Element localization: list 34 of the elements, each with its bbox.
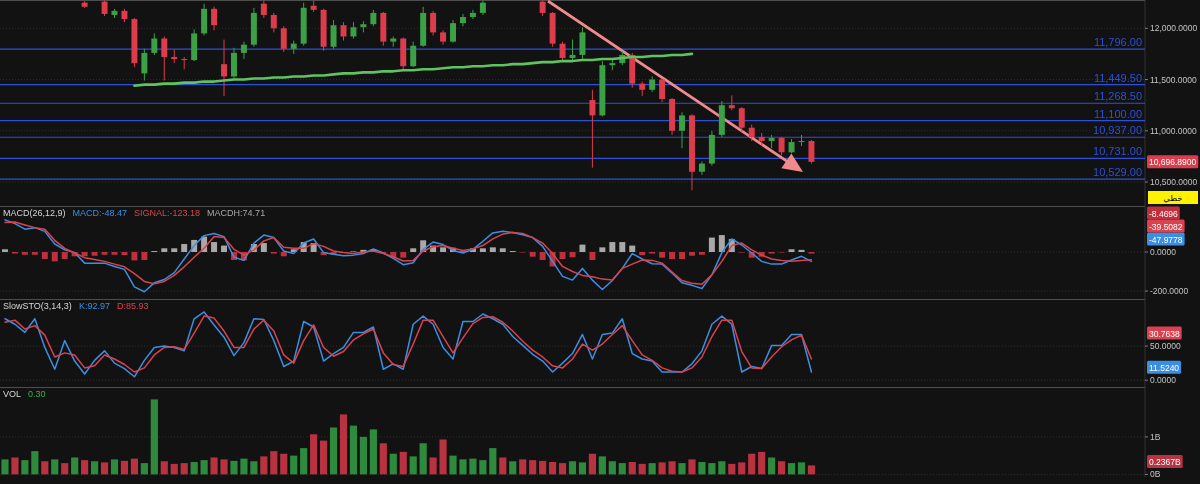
y-tick-label: 11,000.0000 bbox=[1150, 125, 1197, 136]
y-tick-label: 1B bbox=[1150, 431, 1161, 442]
text: 10,696.8900 bbox=[1149, 157, 1197, 168]
y-tick-label: 0.0000 bbox=[1150, 375, 1177, 386]
text: D:85.93 bbox=[116, 301, 149, 312]
text: MACD:-48.47 bbox=[72, 208, 128, 219]
y-tick-label: 0.0000 bbox=[1150, 247, 1177, 258]
text: -8.4696 bbox=[1149, 208, 1179, 219]
y-tick-label: 10,500.0000 bbox=[1150, 177, 1198, 188]
text: 30.7638 bbox=[1149, 328, 1180, 339]
text: -39.5082 bbox=[1149, 221, 1183, 232]
y-tick-label: 50.0000 bbox=[1150, 341, 1181, 352]
ref-line-label: 11,796.00 bbox=[1093, 36, 1142, 49]
text: -47.9778 bbox=[1149, 234, 1183, 245]
text: MACDH:74.71 bbox=[207, 208, 266, 219]
ref-line-label: 10,731.00 bbox=[1093, 145, 1142, 158]
ref-line-label: 10,529.00 bbox=[1093, 166, 1142, 179]
text: خطي bbox=[1163, 192, 1183, 203]
y-tick-label: 11,500.0000 bbox=[1150, 74, 1197, 85]
text: K:92.97 bbox=[78, 301, 110, 312]
y-tick-label: -200.0000 bbox=[1150, 286, 1189, 297]
chart-title: MACD(26,12,9) bbox=[3, 208, 66, 219]
text: SIGNAL:-123.18 bbox=[134, 208, 201, 219]
ref-line-label: 10,937.00 bbox=[1093, 124, 1142, 137]
ref-line-label: 11,449.50 bbox=[1093, 71, 1142, 84]
chart-title: SlowSTO(3,14,3) bbox=[3, 301, 72, 312]
chart-title: VOL bbox=[3, 389, 22, 400]
text: 0.2367B bbox=[1149, 456, 1181, 467]
ref-line-label: 11,100.00 bbox=[1093, 107, 1142, 120]
ref-line-label: 11,268.50 bbox=[1093, 90, 1142, 103]
y-tick-label: 0B bbox=[1150, 469, 1161, 480]
y-tick-label: 12,000.0000 bbox=[1150, 23, 1198, 34]
chart-subtitle: 0.30 bbox=[28, 389, 46, 400]
text: 11.5240 bbox=[1149, 362, 1180, 373]
